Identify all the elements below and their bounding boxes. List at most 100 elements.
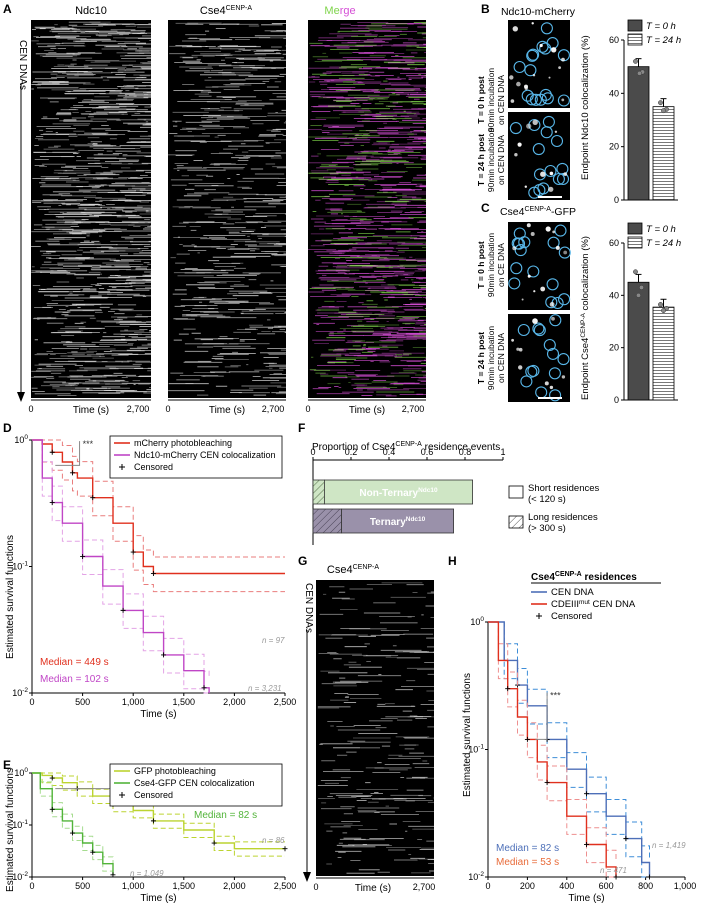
- micrograph-b-spots: [509, 22, 570, 199]
- legend-box: [109, 763, 283, 807]
- censored-mark: [49, 500, 55, 506]
- panel-d-ylabel: Estimated survival functions: [5, 535, 16, 659]
- fluorescent-spot: [530, 232, 535, 236]
- a-xlabel-3: Time (s): [349, 405, 385, 416]
- legend-long-swatch: [508, 515, 524, 529]
- y-tick-label: 20: [609, 343, 619, 353]
- fluorescent-spot: [548, 186, 554, 192]
- g-tick-end: 2,700: [413, 882, 436, 892]
- n-label-1: n = 97: [262, 636, 285, 645]
- a-xlabel-2: Time (s): [209, 405, 245, 416]
- fluorescent-spot: [531, 22, 534, 25]
- panel-f: F Proportion of Cse4CENP-A residence eve…: [298, 421, 600, 545]
- legend-label: mCherry photobleaching: [134, 438, 232, 448]
- y-tick-label: 40: [609, 290, 619, 300]
- a-tick-end-1: 2,700: [127, 404, 150, 414]
- censored-mark: [120, 607, 126, 613]
- fluorescent-spot: [558, 66, 561, 69]
- fluorescent-spot: [510, 99, 515, 103]
- kymograph-lines: [31, 21, 426, 397]
- fluorescent-spot: [516, 347, 520, 351]
- y-tick-label: 100: [14, 434, 28, 445]
- panel-c: C Cse4CENP-A-GFP T = 0 h post 90min incu…: [476, 201, 681, 405]
- cen-dna-marker: [548, 367, 561, 380]
- x-tick-label: 1,500: [173, 697, 196, 707]
- kymo-title-merge: Merge: [324, 5, 355, 17]
- confidence-bound: [32, 439, 285, 558]
- x-tick-label: 0.4: [383, 447, 396, 457]
- panel-g-ylabel: CEN DNAs: [303, 583, 314, 633]
- y-tick-label: 10-2: [12, 871, 28, 882]
- y-tick-label: 10-1: [12, 561, 28, 572]
- legend-label-0h: T = 0 h: [646, 21, 676, 32]
- legend-label: Censored: [551, 611, 592, 622]
- panel-a-ylabel: CEN DNAs: [17, 40, 28, 90]
- confidence-bound: [32, 772, 114, 869]
- x-tick-label: 400: [559, 881, 574, 891]
- legend-label: Censored: [134, 790, 173, 800]
- y-tick-label: 20: [609, 142, 619, 152]
- panel-c-row1-label: T = 0 h post 90min incubation on CE DNA: [476, 233, 506, 298]
- y-tick-label: 10-2: [12, 687, 28, 698]
- c-row2-line3: on CEN DNA: [496, 333, 506, 383]
- censored-mark: [211, 840, 217, 846]
- replicate-point: [637, 70, 642, 76]
- x-tick-label: 0: [485, 881, 490, 891]
- fluorescent-spot: [533, 290, 536, 293]
- fluorescent-spot: [539, 43, 543, 48]
- x-tick-label: 0: [29, 697, 34, 707]
- legend-label: Cse4-GFP CEN colocalization: [134, 778, 254, 788]
- cen-dna-marker: [549, 314, 562, 327]
- x-tick-label: 2,500: [274, 697, 297, 707]
- legend-label-24h: T = 24 h: [646, 238, 681, 249]
- cen-dna-marker: [514, 244, 527, 257]
- cen-dna-marker: [512, 237, 526, 250]
- censored-mark: [49, 775, 55, 781]
- cen-dna-marker: [547, 236, 560, 249]
- fluorescent-spot: [524, 84, 528, 89]
- panel-a: A CEN DNAs Ndc10 Cse4CENP-A Merge 0 2,70…: [3, 2, 426, 416]
- fluorescent-spot: [532, 74, 536, 77]
- plot-h: 100 10-1 10-20 200 400 600 800 1,000 Time (s) ***…: [468, 571, 696, 904]
- censored-mark: [150, 818, 156, 824]
- legend-label: GFP photobleaching: [134, 766, 216, 776]
- cen-dna-marker: [539, 88, 552, 101]
- panel-b-row1-label: T = 0 h post 90min incubation on CEN DNA: [476, 68, 506, 133]
- fluorescent-spot: [552, 230, 556, 234]
- censored-mark: [647, 874, 653, 880]
- y-tick-label: 10-1: [468, 744, 484, 755]
- y-tick-label: 60: [609, 35, 619, 45]
- fluorescent-spot: [509, 75, 514, 80]
- a-tick-end-3: 2,700: [402, 404, 425, 414]
- fluorescent-spot: [551, 47, 557, 53]
- fluorescent-spot: [512, 246, 517, 251]
- cen-dna-marker: [543, 338, 556, 352]
- confidence-bound: [32, 439, 285, 593]
- cen-dna-marker: [524, 64, 537, 77]
- fluorescent-spot: [548, 76, 551, 79]
- legend-label-0h: T = 0 h: [646, 224, 676, 235]
- fluorescent-spot: [545, 226, 551, 232]
- bar-chart-b: 0 20 40 60 T = 0 h T = 24 h: [609, 19, 681, 205]
- cen-dna-marker: [517, 323, 530, 337]
- fluorescent-spot: [527, 274, 531, 278]
- confidence-bound: [488, 621, 617, 861]
- x-axis-label: Time (s): [140, 893, 176, 904]
- censored-mark: [80, 553, 86, 559]
- y-tick-label: 10-1: [12, 819, 28, 830]
- censored-mark: [505, 686, 511, 692]
- g-xlabel: Time (s): [355, 883, 391, 894]
- legend-censored-mark: [119, 464, 125, 470]
- censored-mark: [161, 652, 167, 658]
- fluorescent-spot: [549, 302, 555, 307]
- panel-c-letter: C: [481, 201, 490, 215]
- panel-c-title: Cse4CENP-A-GFP: [500, 206, 576, 218]
- x-axis-label: Time (s): [140, 709, 176, 720]
- fluorescent-spot: [561, 375, 566, 379]
- x-tick-label: 1,000: [122, 697, 145, 707]
- plot-e: 100 10-1 10-20 500 1,000 1,500 2,000 2,500 Time …: [12, 763, 296, 904]
- micrograph-b-0h: [508, 20, 570, 108]
- x-tick-label: 0: [29, 881, 34, 891]
- x-tick-label: 500: [75, 881, 90, 891]
